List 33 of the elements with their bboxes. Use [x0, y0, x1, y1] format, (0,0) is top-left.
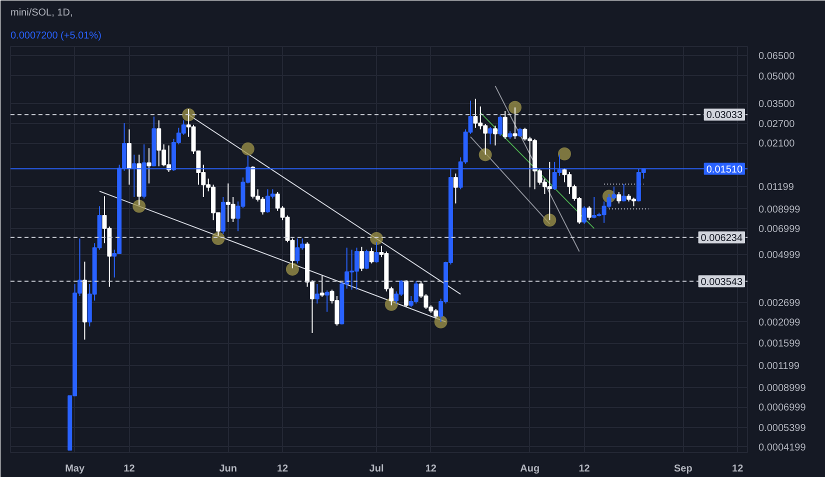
ref-line-label: 0.01510 [706, 164, 743, 176]
y-tick-label: 0.006999 [758, 224, 801, 235]
ref-line-label: 0.03033 [706, 110, 743, 122]
x-tick-label: Jul [369, 464, 384, 474]
chart-subtitle: 0.0007200 (+5.01%) [10, 30, 102, 42]
y-tick-label: 0.02700 [758, 119, 796, 130]
x-tick-label: Jun [219, 464, 238, 474]
x-tick-label: 12 [578, 464, 590, 474]
y-tick-label: 0.001199 [758, 360, 800, 372]
x-tick-label: 12 [124, 464, 136, 474]
x-tick-label: Sep [674, 464, 692, 474]
x-tick-label: 12 [276, 464, 289, 474]
x-tick-label: Aug [520, 464, 540, 474]
chart-title: mini/SOL, 1D, [10, 8, 73, 18]
y-tick-label: 0.05000 [758, 71, 796, 82]
y-tick-label: 0.0006999 [758, 402, 806, 414]
ref-line-label: 0.003543 [700, 276, 743, 288]
y-tick-label: 0.002099 [758, 317, 801, 328]
y-tick-label: 0.02100 [758, 138, 796, 150]
y-tick-label: 0.001599 [758, 338, 801, 350]
y-tick-label: 0.01199 [758, 182, 794, 194]
ref-line-label: 0.006234 [700, 232, 743, 244]
y-tick-label: 0.002699 [758, 298, 801, 309]
x-tick-label: 12 [732, 464, 744, 474]
y-tick-label: 0.004999 [758, 250, 801, 262]
y-tick-label: 0.008999 [758, 204, 801, 216]
y-tick-label: 0.06500 [758, 51, 796, 62]
x-tick-label: May [65, 464, 85, 474]
x-tick-label: 12 [425, 464, 437, 474]
y-tick-label: 0.0004199 [758, 442, 806, 454]
y-tick-label: 0.03500 [758, 99, 796, 110]
y-tick-label: 0.0005399 [758, 422, 806, 434]
y-tick-label: 0.0008999 [758, 383, 806, 394]
